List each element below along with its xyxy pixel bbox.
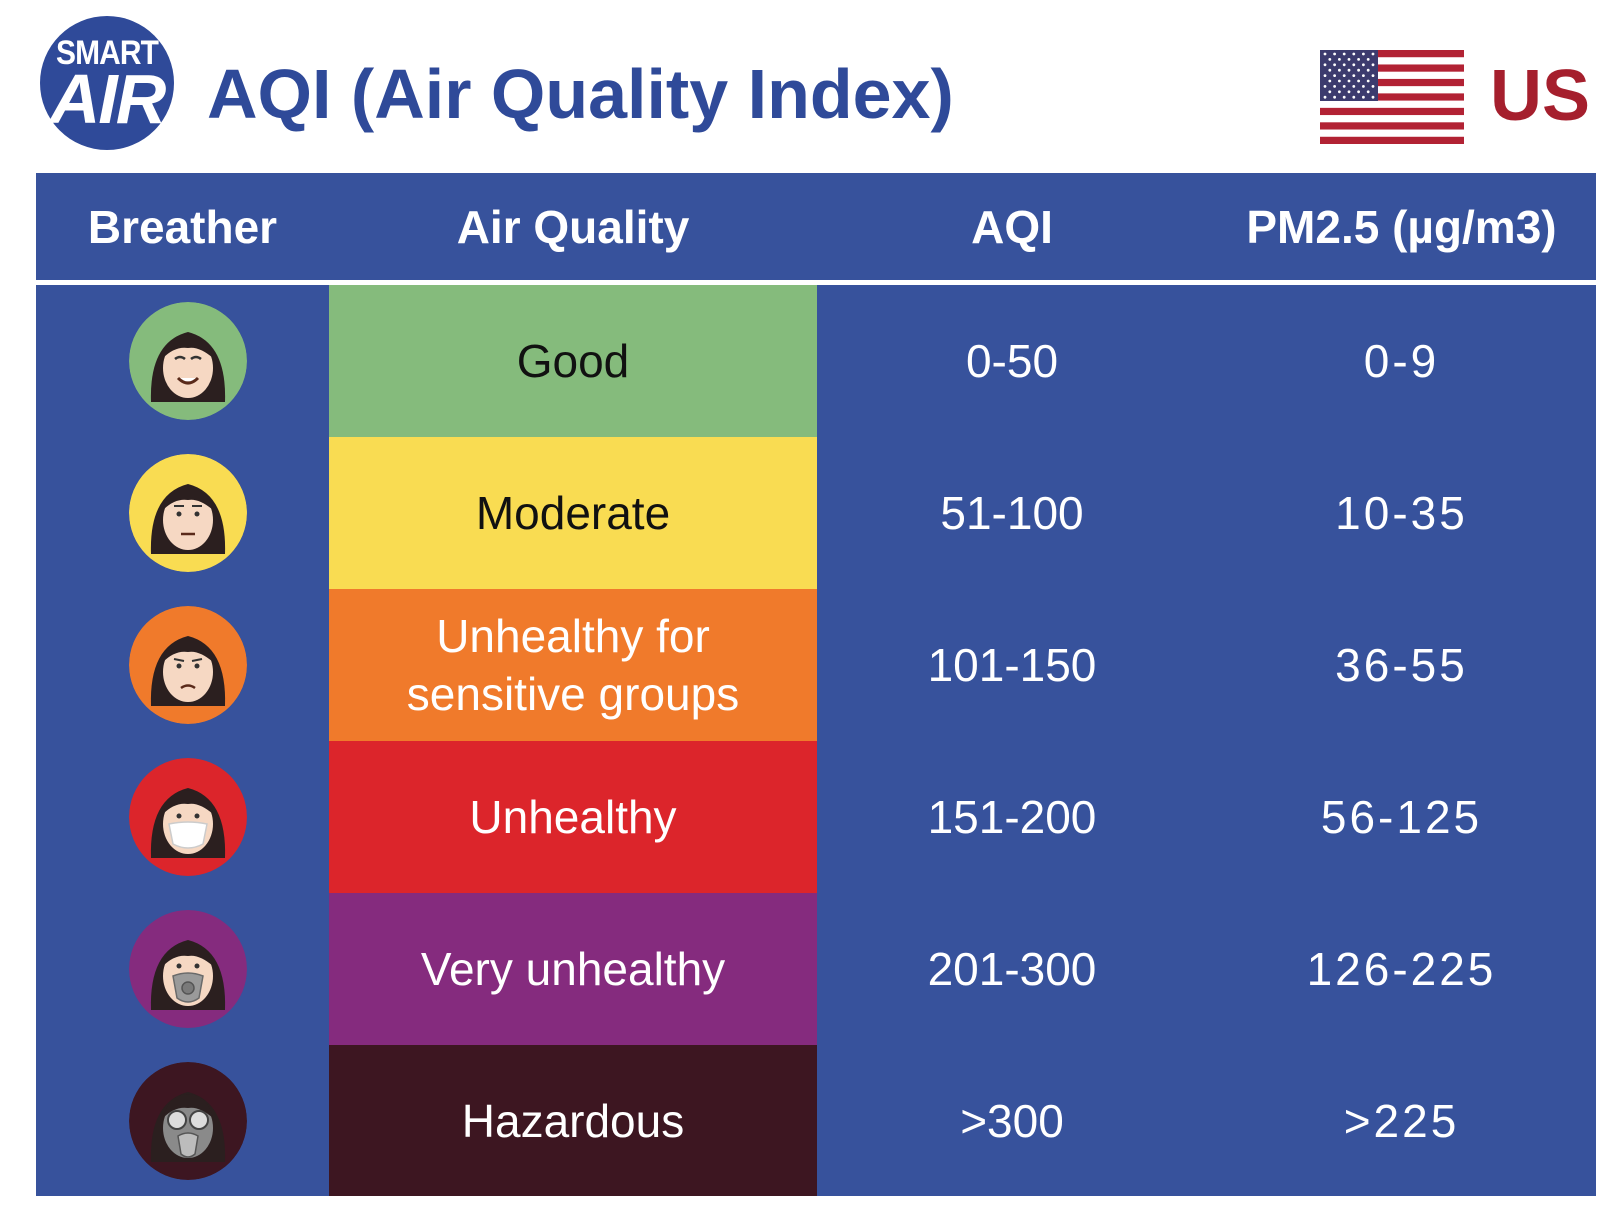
header-divider <box>36 280 1596 285</box>
neutral-face-icon <box>129 454 247 572</box>
table-row: Hazardous >300 >225 <box>36 1045 1596 1196</box>
air-quality-cell: Unhealthy for sensitive groups <box>329 589 817 741</box>
header-aqi: AQI <box>971 201 1053 253</box>
breather-cell <box>36 285 329 437</box>
logo-text-smart: SMART <box>56 34 159 72</box>
smart-air-logo: SMART AIR <box>40 16 174 150</box>
pm25-range-cell: 36-55 <box>1335 639 1468 691</box>
table-row: Unhealthy for sensitive groups 101-150 3… <box>36 589 1596 741</box>
us-flag-icon <box>1320 50 1464 144</box>
pm25-range-cell: 126-225 <box>1306 943 1497 995</box>
happy-face-icon <box>129 302 247 420</box>
air-quality-cell: Hazardous <box>329 1045 817 1196</box>
pm25-range-cell: 0-9 <box>1363 335 1440 387</box>
aqi-range-cell: >300 <box>960 1094 1064 1147</box>
breather-cell <box>36 589 329 741</box>
country-label: US <box>1490 56 1591 136</box>
aqi-table: Breather Air Quality AQI PM2.5 (µg/m3) G… <box>36 173 1596 1196</box>
table-row: Very unhealthy 201-300 126-225 <box>36 893 1596 1045</box>
table-header: Breather Air Quality AQI PM2.5 (µg/m3) <box>36 173 1596 281</box>
breather-cell <box>36 1045 329 1196</box>
air-quality-cell: Unhealthy <box>329 741 817 893</box>
table-row: Good 0-50 0-9 <box>36 285 1596 437</box>
gas-mask-face-icon <box>129 1062 247 1180</box>
breather-cell <box>36 893 329 1045</box>
table-body: Good 0-50 0-9 Moderate 51-100 10-35 Unhe… <box>36 285 1596 1196</box>
aqi-range-cell: 101-150 <box>927 639 1097 691</box>
air-quality-cell: Moderate <box>329 437 817 589</box>
header-pm25: PM2.5 (µg/m3) <box>1246 201 1557 253</box>
table-row: Moderate 51-100 10-35 <box>36 437 1596 589</box>
header-air-quality: Air Quality <box>456 201 690 253</box>
aqi-range-cell: 51-100 <box>940 487 1084 539</box>
pm25-range-cell: 56-125 <box>1320 791 1483 843</box>
air-quality-cell: Good <box>329 285 817 437</box>
aqi-range-cell: 201-300 <box>927 943 1097 995</box>
aqi-range-cell: 0-50 <box>965 335 1059 387</box>
pm25-range-cell: 10-35 <box>1335 487 1468 539</box>
breather-cell <box>36 741 329 893</box>
logo-text-air: AIR <box>49 60 167 138</box>
header-breather: Breather <box>87 201 278 253</box>
unhappy-face-icon <box>129 606 247 724</box>
face-mask-icon <box>129 758 247 876</box>
respirator-face-icon <box>129 910 247 1028</box>
aqi-range-cell: 151-200 <box>927 791 1097 843</box>
page-title: AQI (Air Quality Index) <box>207 55 954 133</box>
breather-cell <box>36 437 329 589</box>
table-row: Unhealthy 151-200 56-125 <box>36 741 1596 893</box>
air-quality-cell: Very unhealthy <box>329 893 817 1045</box>
pm25-range-cell: >225 <box>1343 1094 1460 1147</box>
